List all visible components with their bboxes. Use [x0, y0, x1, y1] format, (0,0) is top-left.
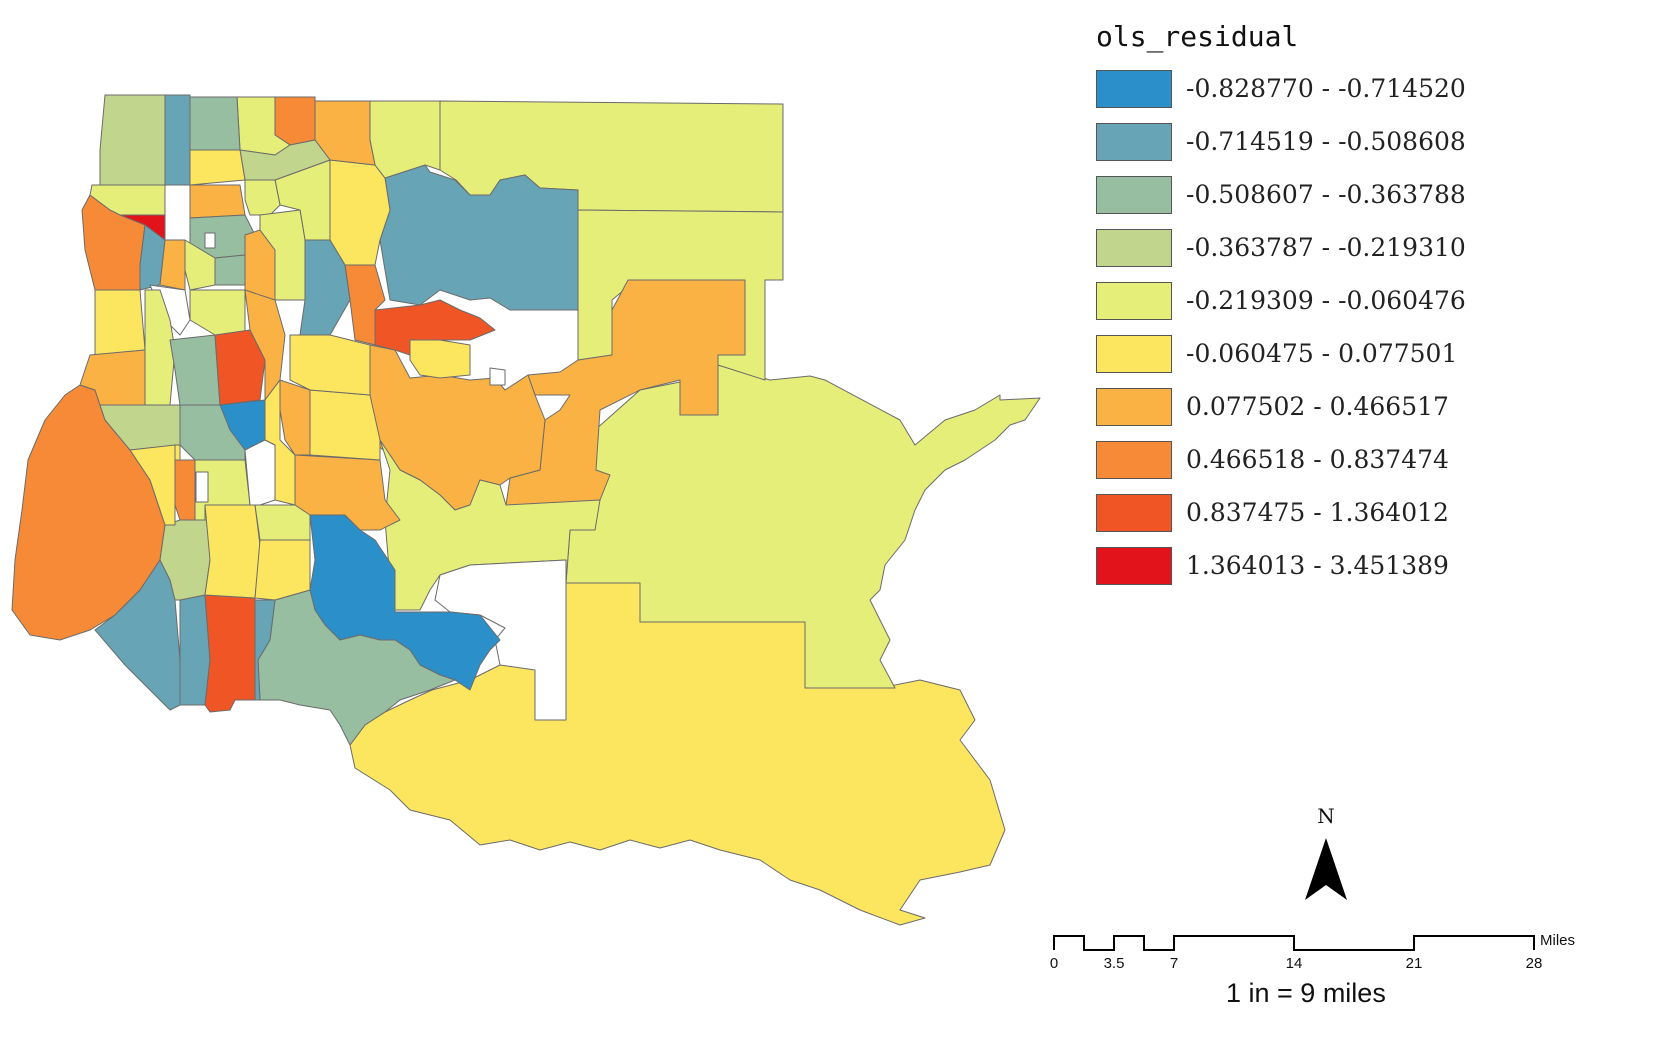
legend-swatch: [1096, 493, 1172, 532]
legend-label: -0.508607 - -0.363788: [1186, 180, 1466, 209]
region-green-nw6: [214, 254, 246, 286]
region-bluegrey-north: [379, 164, 579, 311]
region-orange-nw4: [189, 184, 246, 219]
legend-label: 0.077502 - 0.466517: [1186, 392, 1449, 421]
north-letter: N: [1317, 804, 1335, 828]
legend-swatch: [1096, 122, 1172, 161]
legend-swatch: [1096, 440, 1172, 479]
legend-item: 0.837475 - 1.364012: [1096, 486, 1466, 539]
region-orange-nw3: [159, 239, 186, 291]
legend-label: -0.714519 - -0.508608: [1186, 127, 1466, 156]
scale-tick-label: 14: [1285, 955, 1303, 972]
region-nodata-w14: [244, 439, 276, 506]
region-nodata-e17: [489, 367, 506, 386]
scale-unit: Miles: [1540, 932, 1576, 949]
region-bluegrey-nm: [299, 239, 351, 336]
region-yellow-central: [409, 339, 471, 379]
region-lightgreen-w9: [189, 289, 246, 336]
region-orange-w6: [174, 459, 196, 521]
region-orange-mid2: [279, 379, 311, 456]
legend-swatch: [1096, 69, 1172, 108]
scale-tick-label: 21: [1405, 955, 1423, 972]
legend-items: -0.828770 - -0.714520 -0.714519 - -0.5086…: [1096, 62, 1466, 592]
region-bluegrey-nw2: [139, 224, 166, 291]
legend-item: 0.077502 - 0.466517: [1096, 380, 1466, 433]
region-green-south: [257, 589, 456, 746]
legend-swatch: [1096, 281, 1172, 320]
region-orange-mid: [294, 454, 401, 531]
region-yellow-mid: [309, 389, 381, 461]
legend-label: -0.060475 - 0.077501: [1186, 339, 1458, 368]
legend-item: 0.466518 - 0.837474: [1096, 433, 1466, 486]
region-lightgreen-nw10: [259, 209, 306, 301]
scale-tick-label: 3.5: [1103, 955, 1125, 972]
region-green-w8: [169, 334, 221, 406]
legend-label: 0.466518 - 0.837474: [1186, 445, 1449, 474]
scale-caption: 1 in = 9 miles: [1226, 978, 1386, 1008]
region-lightgreen-nw7: [184, 239, 216, 291]
region-bluegrey-sw: [94, 559, 181, 711]
region-redorange-central: [374, 299, 496, 356]
region-yellow-n1: [369, 100, 441, 179]
region-yellow-w1: [94, 289, 146, 356]
scale-bar: [1053, 935, 1535, 951]
region-nodata-w16: [195, 471, 209, 503]
region-orange-n3: [274, 96, 316, 146]
legend-swatch: [1096, 175, 1172, 214]
legend-item: -0.714519 - -0.508608: [1096, 115, 1466, 168]
legend-label: -0.219309 - -0.060476: [1186, 286, 1466, 315]
region-yellow-w15: [264, 379, 296, 506]
north-label: N: [1299, 804, 1353, 828]
legend-label: 1.364013 - 3.451389: [1186, 551, 1449, 580]
region-yellow-w5: [129, 444, 176, 526]
region-yellow-n7: [189, 149, 246, 186]
legend-swatch: [1096, 546, 1172, 585]
scale-tick-label: 28: [1525, 955, 1543, 972]
region-redorange-w10: [214, 329, 266, 406]
region-yellow-w6b: [174, 444, 181, 461]
region-bluegrey-n8: [164, 94, 191, 186]
region-nodata-nw2: [204, 232, 216, 249]
legend-item: 1.364013 - 3.451389: [1096, 539, 1466, 592]
legend-item: -0.060475 - 0.077501: [1096, 327, 1466, 380]
region-lightgreen-nw8: [244, 179, 281, 216]
legend-swatch: [1096, 228, 1172, 267]
region-yellow-sw: [204, 504, 261, 599]
scale-tick-label: 0: [1049, 955, 1059, 972]
region-lightgreen-sw3: [254, 504, 311, 541]
scale-tick-label: 7: [1169, 955, 1179, 972]
legend-item: -0.508607 - -0.363788: [1096, 168, 1466, 221]
legend-label: 0.837475 - 1.364012: [1186, 498, 1449, 527]
region-lightgreen-w13: [194, 459, 251, 521]
region-bluegrey-sw2: [179, 594, 211, 706]
legend-swatch: [1096, 334, 1172, 373]
legend: ols_residual -0.828770 - -0.714520 -0.714…: [1096, 20, 1466, 592]
legend-item: -0.219309 - -0.060476: [1096, 274, 1466, 327]
legend-item: -0.828770 - -0.714520: [1096, 62, 1466, 115]
north-arrow-icon: [1305, 838, 1347, 900]
region-lightgreen-nw: [89, 184, 166, 216]
region-green-n6: [189, 96, 241, 151]
legend-label: -0.363787 - -0.219310: [1186, 233, 1466, 262]
region-lightgreen-n9: [99, 94, 166, 186]
legend-label: -0.828770 - -0.714520: [1186, 74, 1466, 103]
legend-item: -0.363787 - -0.219310: [1096, 221, 1466, 274]
region-east-large: [565, 364, 1041, 689]
legend-title: ols_residual: [1096, 20, 1299, 53]
region-redorange-sw: [204, 594, 256, 713]
region-yellow-sw2: [254, 539, 311, 601]
region-orange-nm: [344, 264, 386, 346]
region-yellow-mid2: [289, 334, 371, 396]
region-yellow-nm: [329, 159, 391, 266]
legend-swatch: [1096, 387, 1172, 426]
